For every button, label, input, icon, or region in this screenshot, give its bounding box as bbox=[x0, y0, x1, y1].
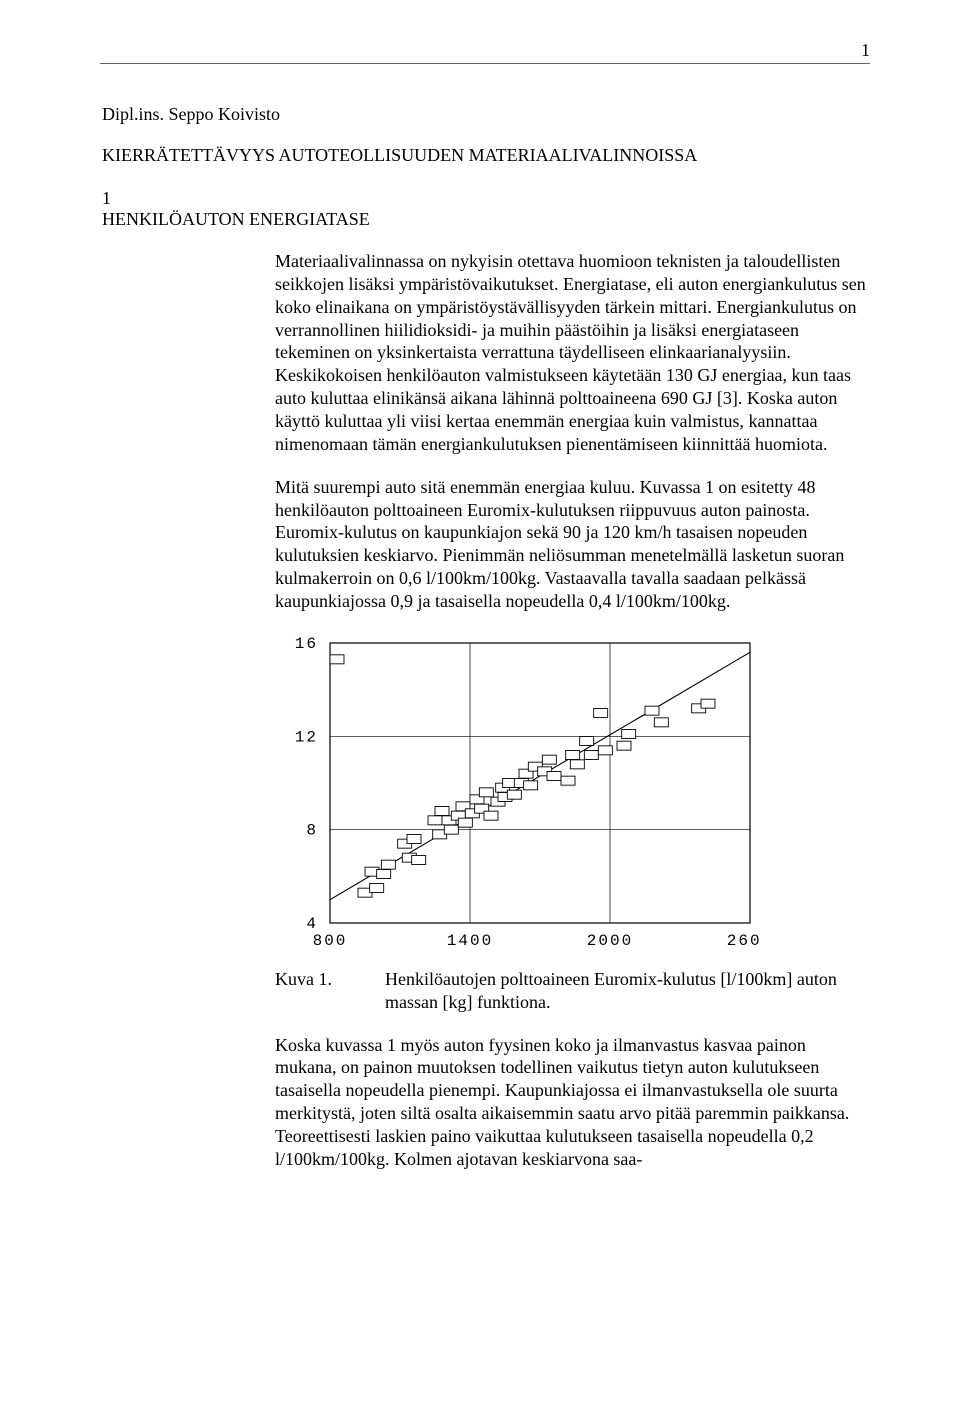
paragraph-3: Koska kuvassa 1 myös auton fyysinen koko… bbox=[275, 1034, 870, 1171]
svg-text:800: 800 bbox=[313, 932, 348, 950]
paper-title: KIERRÄTETTÄVYYS AUTOTEOLLISUUDEN MATERIA… bbox=[102, 145, 870, 166]
figure-caption-text: Henkilöautojen polttoaineen Euromix-kulu… bbox=[385, 968, 870, 1014]
svg-text:12: 12 bbox=[295, 728, 318, 746]
svg-text:4: 4 bbox=[306, 915, 318, 933]
header-rule bbox=[100, 63, 870, 64]
svg-text:16: 16 bbox=[295, 635, 318, 653]
section-title: HENKILÖAUTON ENERGIATASE bbox=[102, 209, 870, 230]
page-number-top: 1 bbox=[100, 40, 870, 61]
svg-text:2600: 2600 bbox=[727, 932, 760, 950]
scatter-chart: 4 8 12 16 800 1400 2000 2600 bbox=[275, 633, 760, 953]
svg-text:1400: 1400 bbox=[447, 932, 493, 950]
paragraph-1: Materiaalivalinnassa on nykyisin otettav… bbox=[275, 250, 870, 456]
svg-text:2000: 2000 bbox=[587, 932, 633, 950]
figure-caption-label: Kuva 1. bbox=[275, 968, 385, 1014]
author: Dipl.ins. Seppo Koivisto bbox=[102, 104, 870, 125]
section-number: 1 bbox=[102, 188, 870, 209]
paragraph-2: Mitä suurempi auto sitä enemmän energiaa… bbox=[275, 476, 870, 613]
svg-text:8: 8 bbox=[306, 822, 318, 840]
